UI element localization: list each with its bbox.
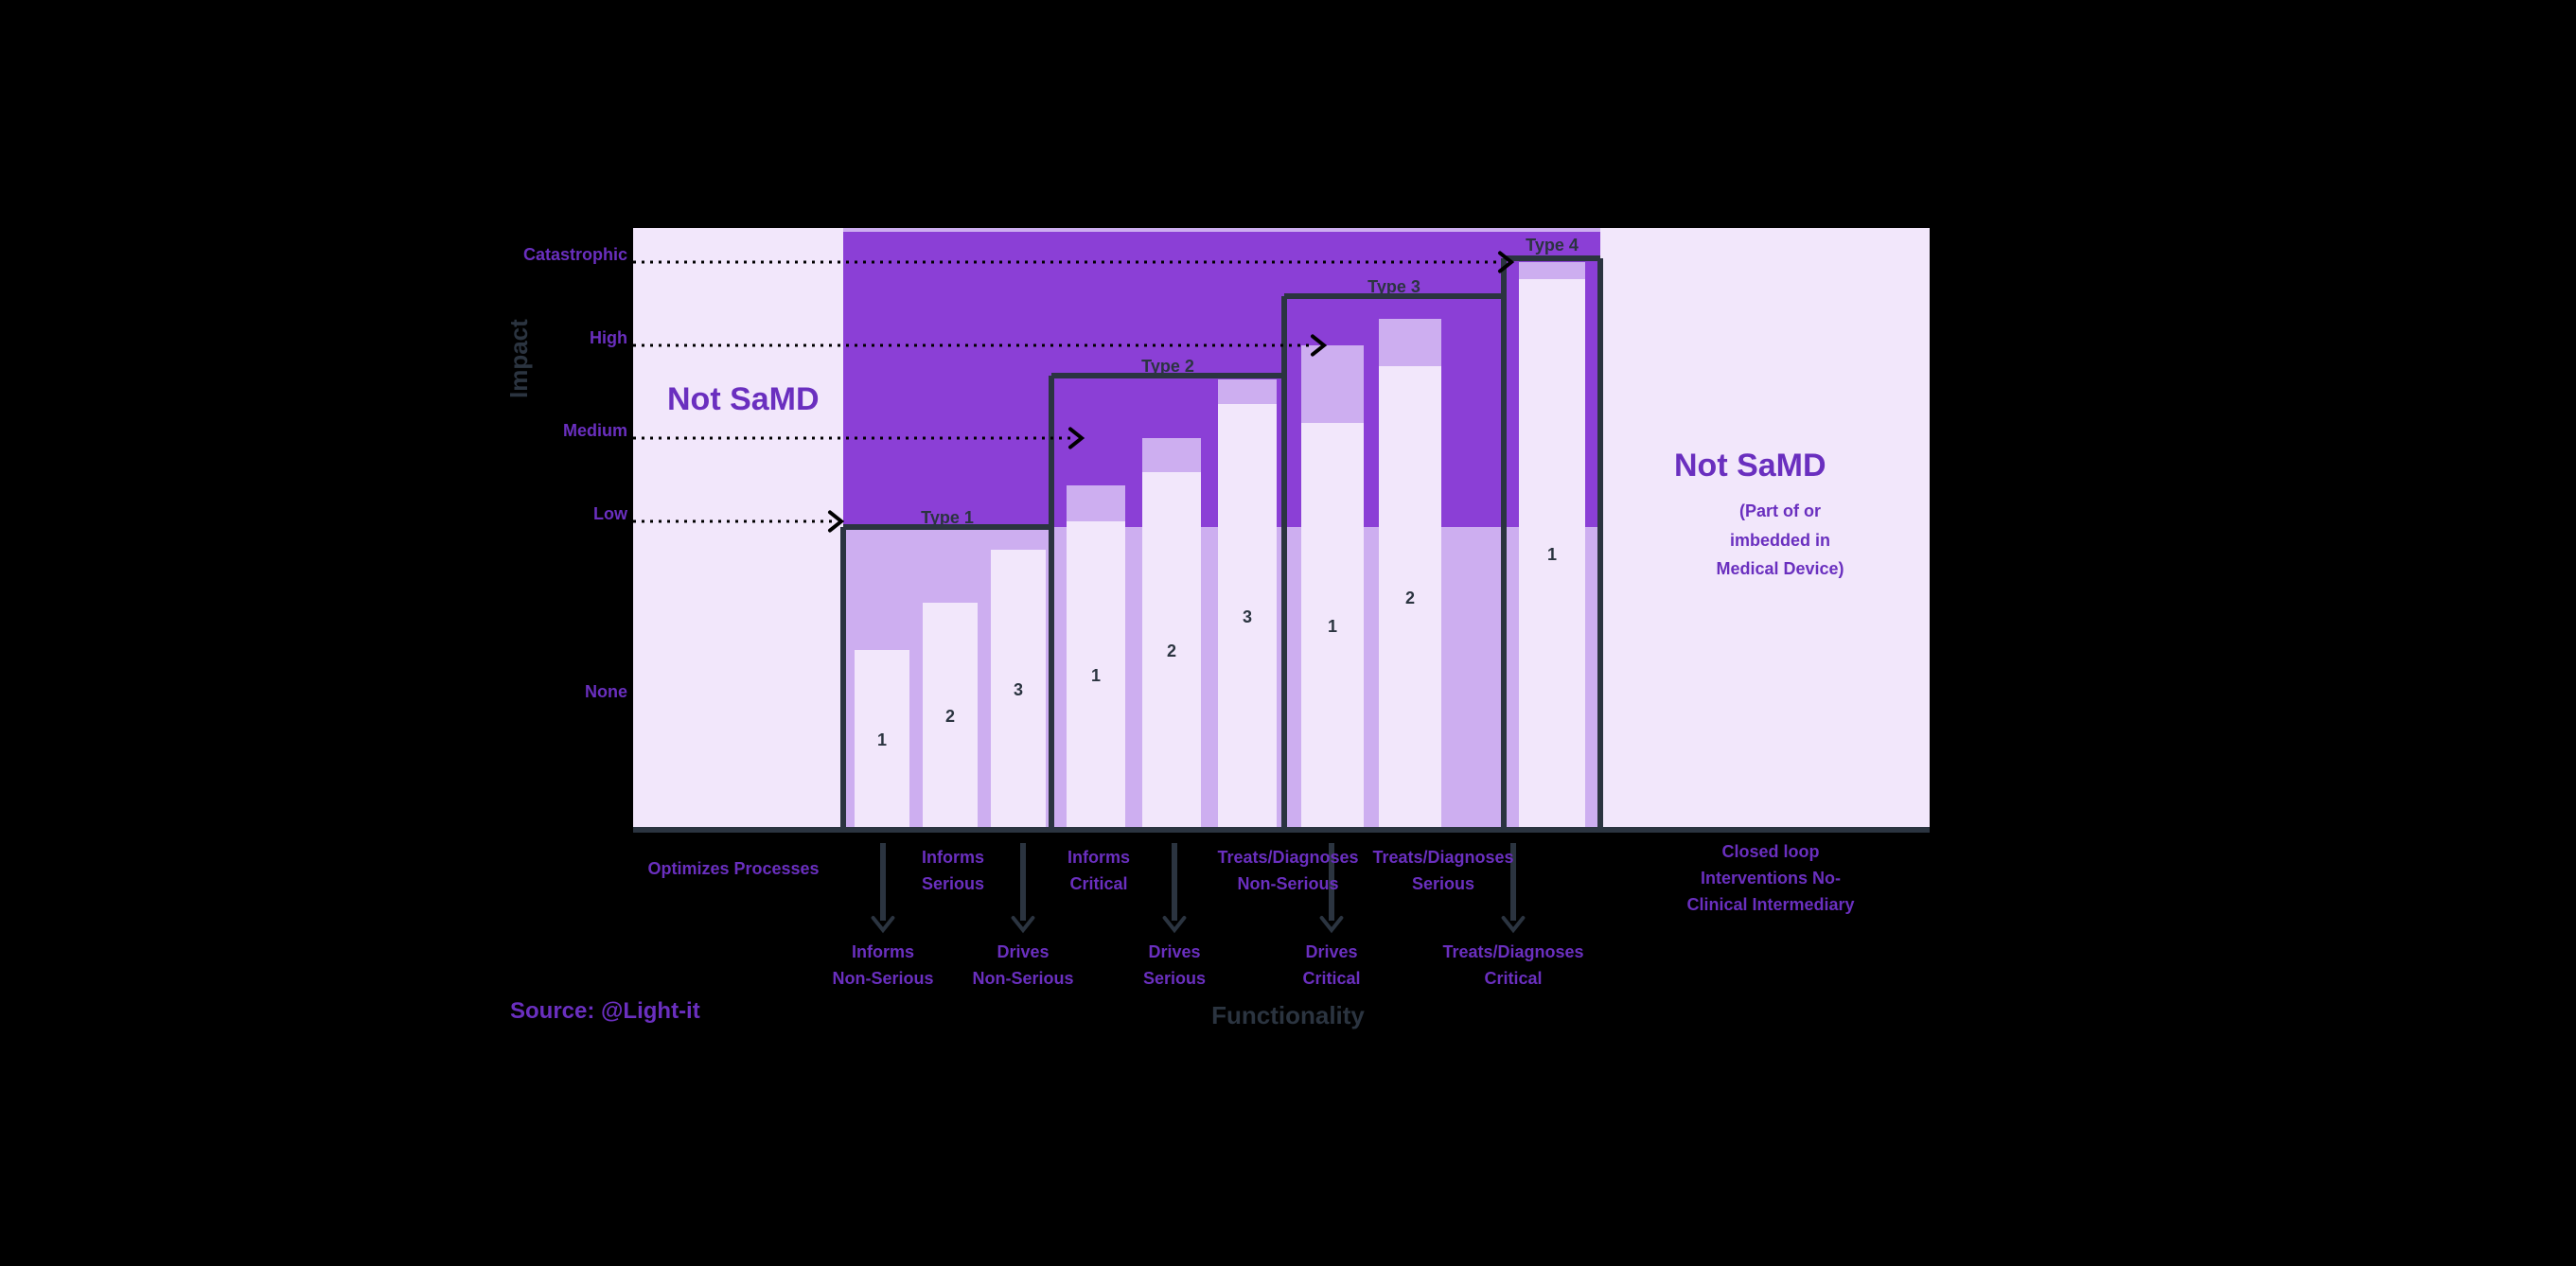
not-samd-left-title: Not SaMD [667,381,820,418]
bar-value: 2 [923,707,978,727]
group-type-label: Type 2 [1051,357,1284,377]
y-tick-label: Low [465,504,627,524]
group-type-label: Type 3 [1284,277,1504,297]
not-samd-right-title: Not SaMD [1674,448,1826,484]
not-samd-right-subtitle: (Part of orimbedded inMedical Device) [1676,497,1884,584]
y-tick-label: Catastrophic [465,245,627,265]
bar-value: 1 [1067,666,1125,686]
x-category-label-lower: DrivesCritical [1227,940,1436,993]
text-layer: 123Type 1123Type 212Type 31Type 4Catastr… [465,228,2111,1038]
y-tick-label: High [465,328,627,348]
bar-value: 3 [1218,607,1277,627]
x-category-label: Closed loopInterventions No-Clinical Int… [1667,839,1875,919]
x-category-label-lower: Treats/DiagnosesCritical [1409,940,1617,993]
x-category-label: Optimizes Processes [629,856,838,883]
bar-value: 2 [1379,589,1441,608]
y-tick-label: None [465,682,627,702]
bar-value: 1 [1301,617,1364,637]
x-category-label: Treats/DiagnosesSerious [1339,845,1547,898]
group-type-label: Type 1 [843,508,1051,528]
chart-root: Impact Source: @Light-it Functionality 1… [465,228,2111,1038]
y-tick-label: Medium [465,421,627,441]
bar-value: 3 [991,680,1046,700]
group-type-label: Type 4 [1504,236,1600,255]
x-category-label: InformsCritical [995,845,1203,898]
bar-value: 1 [855,730,909,750]
bar-value: 1 [1519,545,1585,565]
bar-value: 2 [1142,642,1201,661]
